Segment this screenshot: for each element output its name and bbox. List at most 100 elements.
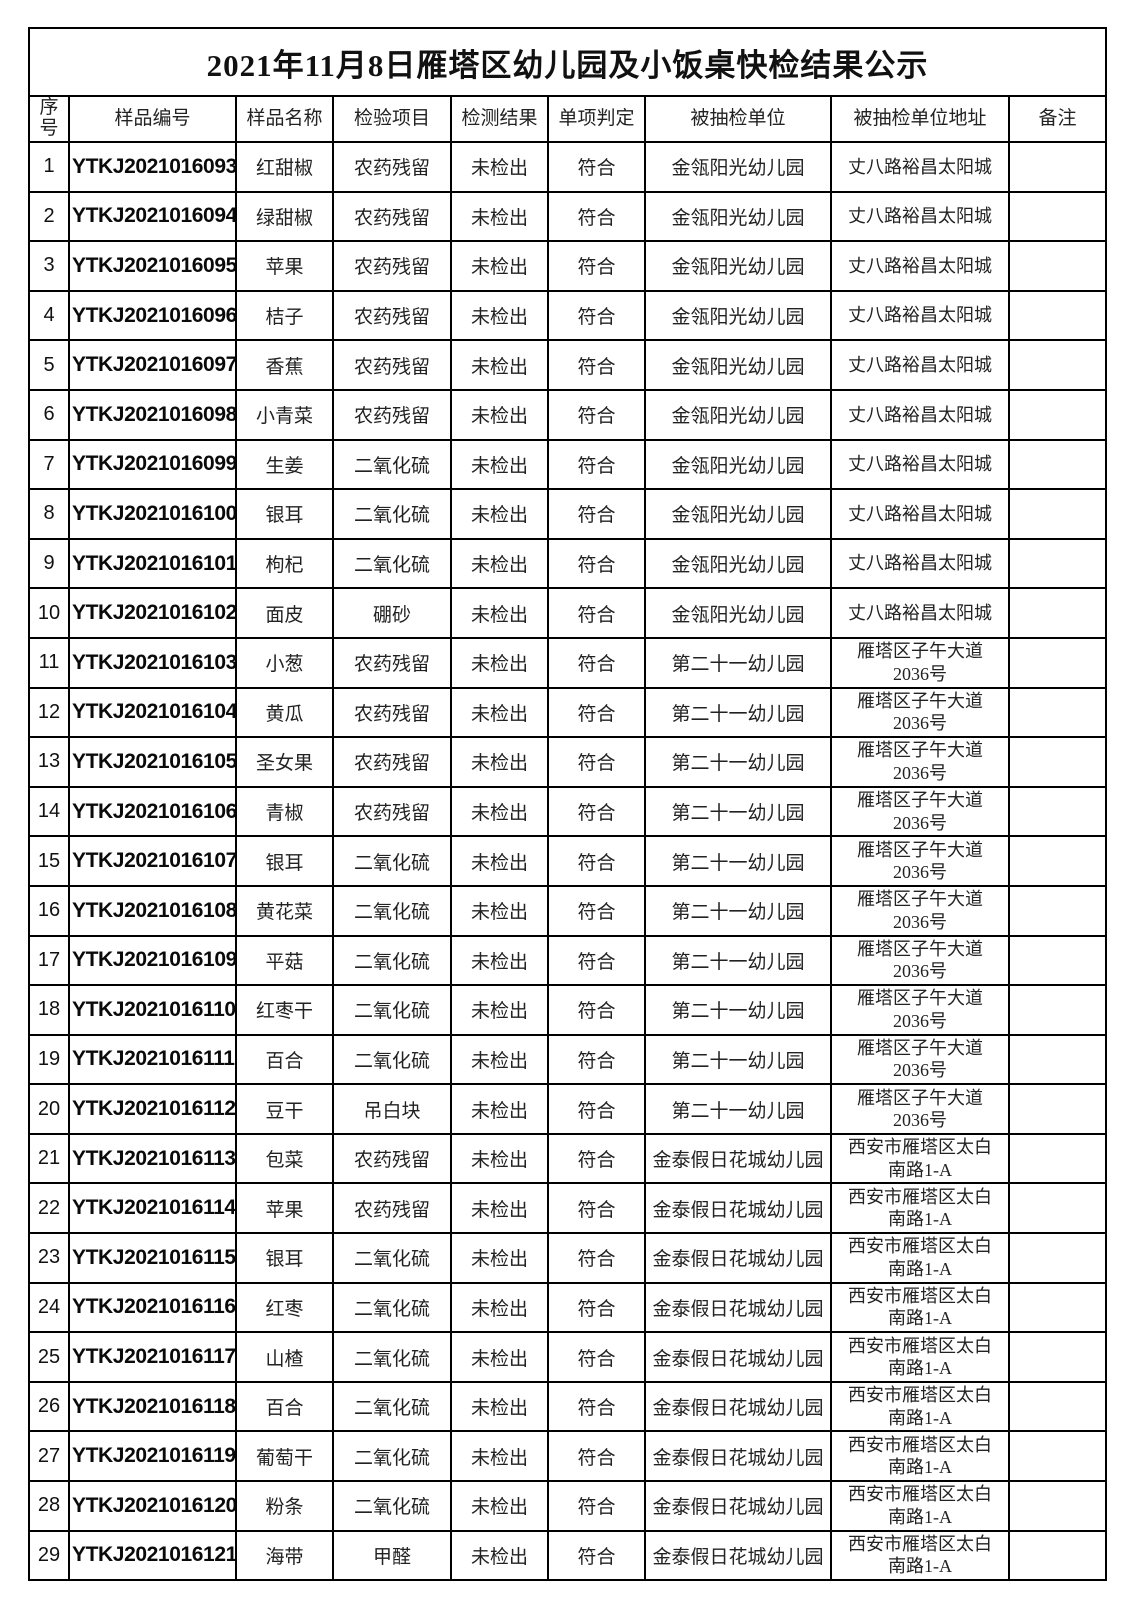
test-item-cell: 农药残留 <box>332 190 452 243</box>
test-result-cell: 未检出 <box>450 339 549 391</box>
test-item-cell: 二氧化硫 <box>332 438 452 491</box>
sample-name-cell: 青椒 <box>235 785 334 838</box>
remark-cell <box>1007 488 1108 540</box>
sampled-unit-cell: 第二十一幼儿园 <box>644 934 832 987</box>
sample-name-cell: 苹果 <box>235 240 334 292</box>
sample-id-cell: YTKJ2021016115 <box>68 1232 237 1284</box>
remark-cell <box>1007 1083 1108 1135</box>
sample-name-cell: 枸杞 <box>235 537 334 590</box>
sampled-unit-cell: 金泰假日花城幼儿园 <box>644 1182 832 1235</box>
sample-id-cell: YTKJ2021016100 <box>68 488 237 540</box>
judgment-cell: 符合 <box>547 1232 646 1284</box>
sample-name-cell: 面皮 <box>235 587 334 639</box>
judgment-cell: 符合 <box>547 1132 646 1185</box>
remark-cell <box>1007 736 1108 788</box>
sample-id-cell: YTKJ2021016093 <box>68 141 237 193</box>
unit-address-cell: 丈八路裕昌太阳城 <box>830 537 1010 590</box>
remark-cell <box>1007 388 1108 441</box>
sample-id-cell: YTKJ2021016110 <box>68 984 237 1036</box>
sample-id-cell: YTKJ2021016114 <box>68 1182 237 1235</box>
row-number-cell: 10 <box>28 587 70 639</box>
column-header-judgment: 单项判定 <box>547 95 646 143</box>
remark-cell <box>1007 835 1108 887</box>
remark-cell <box>1007 1232 1108 1284</box>
row-number-cell: 26 <box>28 1380 70 1433</box>
row-number-cell: 5 <box>28 339 70 391</box>
test-item-cell: 二氧化硫 <box>332 984 452 1036</box>
remark-cell <box>1007 686 1108 739</box>
sample-id-cell: YTKJ2021016109 <box>68 934 237 987</box>
test-result-cell: 未检出 <box>450 984 549 1036</box>
sample-name-cell: 粉条 <box>235 1480 334 1532</box>
table-row: 23 YTKJ2021016115 银耳 二氧化硫 未检出 符合 金泰假日花城幼… <box>28 1232 1108 1284</box>
unit-address-cell: 雁塔区子午大道 2036号 <box>830 1083 1010 1135</box>
row-number-cell: 14 <box>28 785 70 838</box>
row-number-cell: 3 <box>28 240 70 292</box>
table-row: 9 YTKJ2021016101 枸杞 二氧化硫 未检出 符合 金瓴阳光幼儿园 … <box>28 537 1108 590</box>
unit-address-cell: 西安市雁塔区太白 南路1-A <box>830 1480 1010 1532</box>
test-item-cell: 农药残留 <box>332 388 452 441</box>
test-result-cell: 未检出 <box>450 1281 549 1334</box>
test-result-cell: 未检出 <box>450 488 549 540</box>
table-row: 14 YTKJ2021016106 青椒 农药残留 未检出 符合 第二十一幼儿园… <box>28 785 1108 838</box>
sample-name-cell: 海带 <box>235 1529 334 1582</box>
test-item-cell: 二氧化硫 <box>332 537 452 590</box>
remark-cell <box>1007 1132 1108 1185</box>
unit-address-cell: 丈八路裕昌太阳城 <box>830 388 1010 441</box>
sample-id-cell: YTKJ2021016113 <box>68 1132 237 1185</box>
judgment-cell: 符合 <box>547 984 646 1036</box>
sampled-unit-cell: 金瓴阳光幼儿园 <box>644 339 832 391</box>
test-item-cell: 二氧化硫 <box>332 1033 452 1086</box>
sample-name-cell: 红甜椒 <box>235 141 334 193</box>
test-item-cell: 二氧化硫 <box>332 488 452 540</box>
unit-address-cell: 西安市雁塔区太白 南路1-A <box>830 1430 1010 1483</box>
document-sheet: 2021年11月8日雁塔区幼儿园及小饭桌快检结果公示 序号 样品编号 样品名称 … <box>27 27 1108 1582</box>
sample-name-cell: 红枣干 <box>235 984 334 1036</box>
judgment-cell: 符合 <box>547 884 646 937</box>
sampled-unit-cell: 金泰假日花城幼儿园 <box>644 1281 832 1334</box>
judgment-cell: 符合 <box>547 1331 646 1383</box>
test-result-cell: 未检出 <box>450 1232 549 1284</box>
unit-address-cell: 丈八路裕昌太阳城 <box>830 240 1010 292</box>
test-result-cell: 未检出 <box>450 190 549 243</box>
remark-cell <box>1007 537 1108 590</box>
sampled-unit-cell: 金瓴阳光幼儿园 <box>644 240 832 292</box>
test-item-cell: 吊白块 <box>332 1083 452 1135</box>
test-result-cell: 未检出 <box>450 884 549 937</box>
table-row: 18 YTKJ2021016110 红枣干 二氧化硫 未检出 符合 第二十一幼儿… <box>28 984 1108 1036</box>
judgment-cell: 符合 <box>547 835 646 887</box>
test-result-cell: 未检出 <box>450 1380 549 1433</box>
table-row: 7 YTKJ2021016099 生姜 二氧化硫 未检出 符合 金瓴阳光幼儿园 … <box>28 438 1108 491</box>
sampled-unit-cell: 金泰假日花城幼儿园 <box>644 1480 832 1532</box>
remark-cell <box>1007 636 1108 689</box>
unit-address-cell: 雁塔区子午大道 2036号 <box>830 686 1010 739</box>
sample-id-cell: YTKJ2021016102 <box>68 587 237 639</box>
test-result-cell: 未检出 <box>450 686 549 739</box>
remark-cell <box>1007 339 1108 391</box>
judgment-cell: 符合 <box>547 934 646 987</box>
remark-cell <box>1007 1281 1108 1334</box>
remark-cell <box>1007 141 1108 193</box>
table-row: 22 YTKJ2021016114 苹果 农药残留 未检出 符合 金泰假日花城幼… <box>28 1182 1108 1235</box>
test-item-cell: 农药残留 <box>332 1132 452 1185</box>
judgment-cell: 符合 <box>547 736 646 788</box>
remark-cell <box>1007 934 1108 987</box>
judgment-cell: 符合 <box>547 1083 646 1135</box>
sampled-unit-cell: 第二十一幼儿园 <box>644 736 832 788</box>
table-row: 26 YTKJ2021016118 百合 二氧化硫 未检出 符合 金泰假日花城幼… <box>28 1380 1108 1433</box>
sampled-unit-cell: 第二十一幼儿园 <box>644 884 832 937</box>
column-header-no: 序号 <box>28 95 70 143</box>
sampled-unit-cell: 金瓴阳光幼儿园 <box>644 289 832 342</box>
judgment-cell: 符合 <box>547 289 646 342</box>
table-row: 1 YTKJ2021016093 红甜椒 农药残留 未检出 符合 金瓴阳光幼儿园… <box>28 141 1108 193</box>
sampled-unit-cell: 金泰假日花城幼儿园 <box>644 1430 832 1483</box>
unit-address-cell: 丈八路裕昌太阳城 <box>830 339 1010 391</box>
row-number-cell: 13 <box>28 736 70 788</box>
unit-address-cell: 雁塔区子午大道 2036号 <box>830 984 1010 1036</box>
row-number-cell: 28 <box>28 1480 70 1532</box>
sample-id-cell: YTKJ2021016107 <box>68 835 237 887</box>
unit-address-cell: 雁塔区子午大道 2036号 <box>830 884 1010 937</box>
test-item-cell: 农药残留 <box>332 1182 452 1235</box>
test-result-cell: 未检出 <box>450 1331 549 1383</box>
judgment-cell: 符合 <box>547 537 646 590</box>
